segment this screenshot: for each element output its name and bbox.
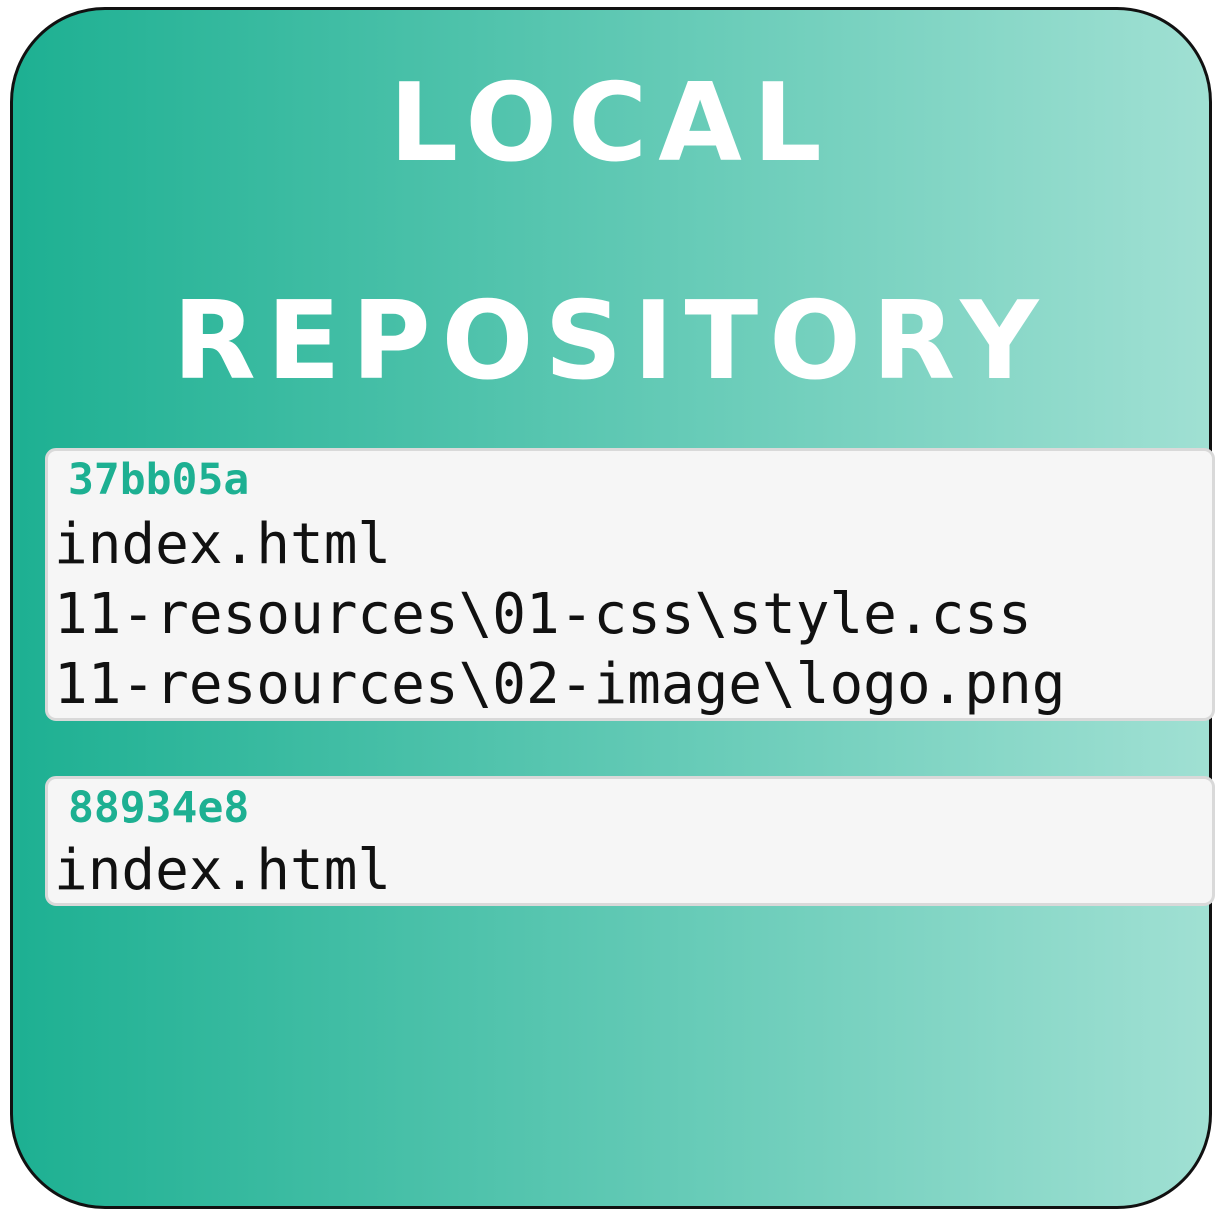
commit-file: index.html — [54, 838, 392, 903]
local-repository-panel: LOCAL REPOSITORY 37bb05a index.html 11-r… — [10, 7, 1215, 1209]
title-line-1: LOCAL — [389, 61, 833, 186]
commit-hash: 37bb05a — [68, 455, 250, 505]
commit-file: 11-resources\01-css\style.css — [54, 582, 1032, 647]
commit-file: index.html — [54, 512, 392, 577]
commit-box: 37bb05a index.html 11-resources\01-css\s… — [45, 448, 1215, 721]
title-line-2: REPOSITORY — [172, 279, 1050, 404]
commit-box: 88934e8 index.html — [45, 776, 1215, 906]
commit-file: 11-resources\02-image\logo.png — [54, 652, 1066, 717]
commit-hash: 88934e8 — [68, 783, 250, 833]
